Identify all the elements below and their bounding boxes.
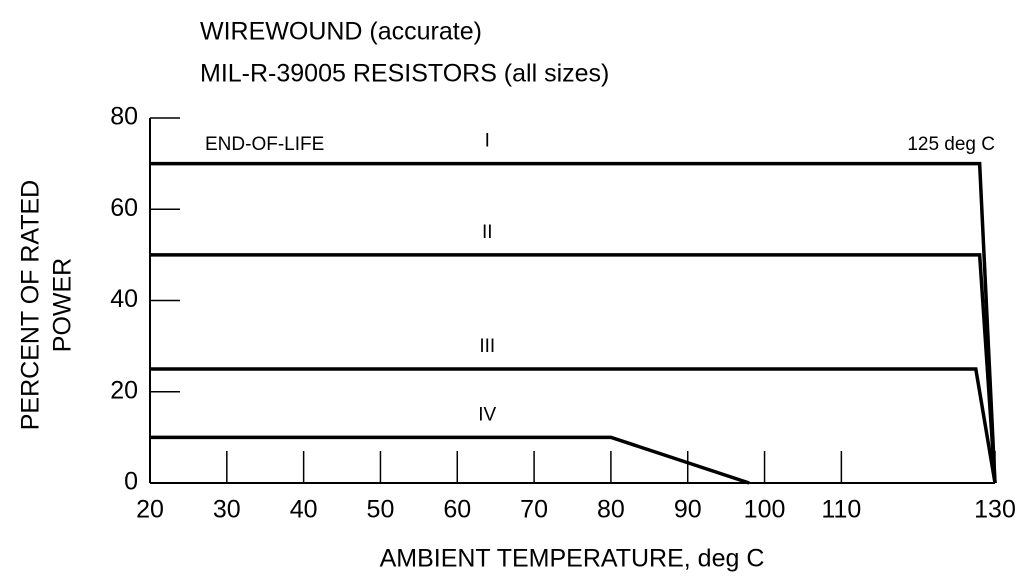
series-label: II [482, 222, 493, 243]
x-tick-label: 30 [213, 496, 241, 524]
x-tick-label: 40 [290, 496, 318, 524]
series-line [150, 161, 997, 484]
x-tick-label: 80 [597, 496, 625, 524]
x-axis-label: AMBIENT TEMPERATURE, deg C [380, 545, 765, 573]
y-axis-label: PERCENT OF RATED [17, 180, 45, 431]
x-tick-label: 70 [520, 496, 548, 524]
chart-subtitle: MIL-R-39005 RESISTORS (all sizes) [200, 60, 609, 88]
x-tick-label: 90 [674, 496, 702, 524]
y-axis-label: POWER [49, 258, 77, 352]
y-tick-label: 80 [110, 103, 138, 131]
chart-title: WIREWOUND (accurate) [200, 18, 482, 46]
series-line [150, 435, 750, 485]
x-tick-label: 130 [974, 496, 1016, 524]
y-tick-label: 20 [110, 376, 138, 404]
x-tick-label: 100 [744, 496, 786, 524]
x-tick-label: 110 [821, 496, 861, 524]
series-line [150, 253, 997, 484]
series-label: I [485, 131, 490, 152]
series-label: IV [478, 404, 496, 425]
annotation: END-OF-LIFE [205, 134, 324, 155]
y-tick-label: 0 [124, 468, 138, 496]
y-tick-label: 60 [110, 194, 138, 222]
x-tick-label: 20 [136, 496, 164, 524]
annotation: 125 deg C [907, 134, 995, 155]
series-line [150, 367, 997, 484]
x-tick-label: 50 [367, 496, 395, 524]
x-tick-label: 60 [443, 496, 471, 524]
series-label: III [479, 336, 495, 357]
y-tick-label: 40 [110, 285, 138, 313]
